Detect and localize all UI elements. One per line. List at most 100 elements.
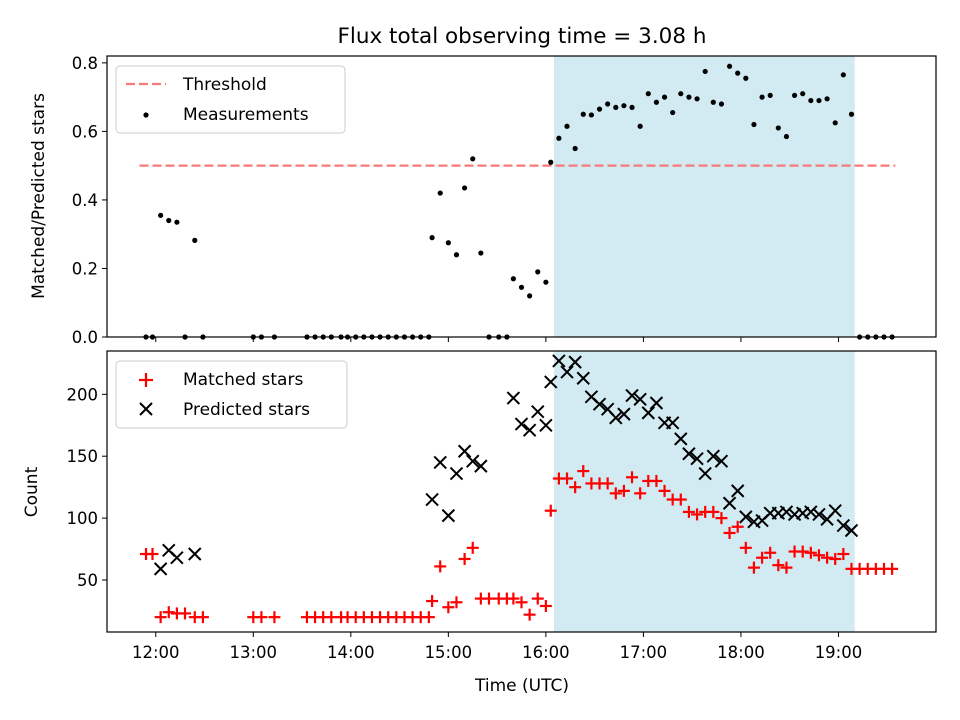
y-tick-label: 0.2: [72, 259, 98, 278]
measurement-point: [751, 121, 757, 128]
matched-stars-points: [140, 465, 899, 624]
x-tick-label: 15:00: [425, 643, 473, 662]
y-tick-label: 150: [67, 447, 99, 466]
predicted-star-point: [466, 454, 480, 468]
predicted-star-point: [665, 416, 680, 430]
matched-star-point: [442, 601, 455, 614]
matched-star-point: [650, 474, 663, 487]
measurement-point: [556, 135, 562, 141]
measurement-point: [726, 63, 733, 69]
top-legend: Threshold Measurements: [115, 65, 346, 134]
top-y-ticks: 0.0 0.2 0.4 0.6 0.8: [72, 54, 107, 347]
x-axis-label: Time (UTC): [474, 676, 569, 696]
bottom-legend-box: [115, 360, 348, 429]
top-y-axis-label: Matched/Predicted stars: [29, 93, 49, 299]
matched-star-point: [674, 493, 687, 506]
measurement-point: [453, 252, 460, 258]
y-tick-label: 0.6: [72, 122, 98, 141]
matched-star-point: [539, 600, 552, 613]
matched-star-point: [146, 548, 159, 561]
matched-star-point: [682, 505, 695, 518]
matched-star-point: [268, 611, 281, 624]
measurement-point: [840, 72, 846, 78]
matched-star-point: [707, 505, 720, 518]
measurement-point: [816, 97, 822, 104]
measurement-point: [767, 92, 773, 99]
matched-star-point: [569, 481, 582, 494]
measurement-point: [710, 99, 716, 105]
measurement-point: [548, 159, 554, 165]
predicted-star-point: [804, 505, 818, 519]
matched-star-point: [764, 546, 777, 559]
measurement-point: [848, 111, 855, 117]
matched-star-point: [715, 512, 728, 525]
matched-star-point: [886, 562, 899, 575]
measurement-point: [759, 94, 765, 100]
measurement-point: [572, 145, 578, 152]
x-tick-label: 12:00: [132, 643, 180, 662]
top-axes-frame: [106, 55, 937, 338]
matched-star-point: [821, 551, 834, 564]
predicted-star-point: [544, 375, 558, 389]
matched-star-point: [450, 596, 463, 609]
matched-star-point: [507, 592, 520, 605]
predicted-star-point: [153, 562, 168, 576]
predicted-star-point: [552, 354, 566, 368]
predicted-star-point: [522, 423, 537, 437]
predicted-star-point: [674, 432, 688, 446]
measurement-point: [510, 276, 516, 282]
predicted-star-point: [779, 505, 794, 519]
measurement-point: [832, 120, 838, 126]
predicted-star-point: [836, 518, 851, 533]
measurement-point: [661, 94, 668, 100]
x-tick-label: 13:00: [230, 643, 278, 662]
matched-star-point: [458, 552, 471, 565]
bottom-legend: Matched stars Predicted stars: [115, 360, 348, 429]
predicted-star-point: [568, 355, 582, 369]
predicted-star-point: [698, 466, 712, 481]
measurement-point: [686, 94, 692, 100]
legend-measurements-label: Measurements: [183, 105, 309, 125]
matched-star-point: [162, 606, 175, 619]
predicted-star-point: [433, 455, 447, 470]
predicted-star-point: [449, 466, 464, 481]
y-tick-label: 0.8: [72, 54, 98, 73]
measurement-point: [580, 111, 586, 117]
measurement-point: [445, 240, 451, 246]
matched-star-point: [780, 561, 793, 574]
predicted-star-point: [739, 510, 753, 524]
bottom-y-axis-label: Count: [22, 466, 42, 517]
predicted-star-point: [706, 449, 721, 463]
bottom-x-ticks: 12:00 13:00 14:00 15:00 16:00 17:00 18:00 19:00: [132, 632, 862, 662]
matched-star-point: [577, 465, 590, 478]
x-tick-label: 14:00: [327, 643, 375, 662]
matched-star-point: [772, 559, 785, 572]
x-tick-label: 17:00: [620, 643, 668, 662]
measurement-point: [800, 91, 806, 97]
measurement-point: [735, 70, 741, 76]
matched-star-point: [422, 611, 435, 624]
measurement-point: [678, 91, 684, 97]
predicted-star-point: [576, 371, 590, 385]
measurement-point: [694, 96, 700, 102]
x-tick-label: 16:00: [522, 643, 570, 662]
matched-star-point: [731, 520, 744, 533]
predicted-star-point: [641, 406, 655, 420]
figure-title: Flux total observing time = 3.08 h: [338, 24, 707, 49]
matched-star-point: [523, 608, 536, 621]
predicted-star-point: [828, 503, 842, 518]
matched-star-point: [561, 472, 574, 485]
measurement-point: [588, 112, 594, 118]
measurement-point: [824, 96, 830, 102]
matched-star-point: [837, 548, 850, 561]
predicted-star-point: [531, 404, 545, 419]
matched-star-point: [829, 552, 842, 565]
y-tick-label: 200: [67, 385, 99, 404]
legend-matched-label: Matched stars: [183, 370, 303, 390]
matched-star-point: [747, 561, 760, 574]
matched-star-point: [658, 484, 671, 497]
predicted-star-point: [625, 388, 639, 403]
measurement-point: [629, 104, 635, 111]
predicted-star-point: [609, 411, 623, 425]
measurement-point: [637, 123, 643, 129]
